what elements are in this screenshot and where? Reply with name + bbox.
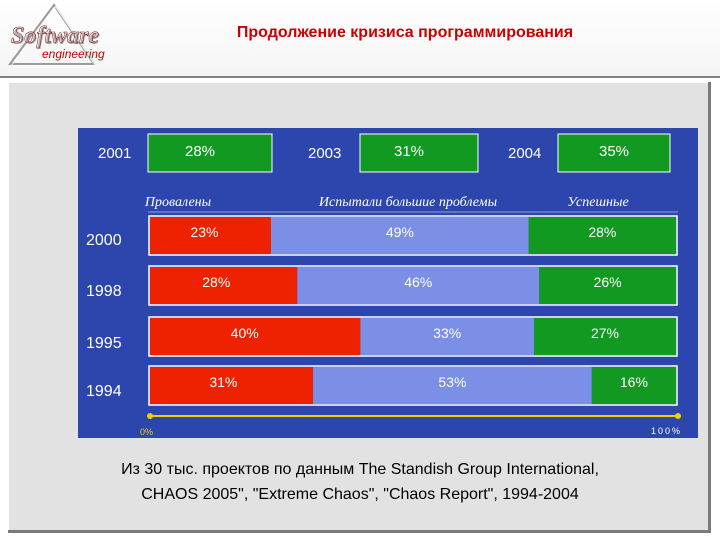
top-box-label-2004: 35% (599, 143, 629, 160)
row-frame-1995 (148, 316, 678, 357)
value-label-1998-3: 26% (594, 274, 622, 290)
top-year-label-2003: 2003 (308, 145, 341, 162)
bar-2000-2 (270, 217, 529, 254)
x-axis-end-marker (675, 413, 681, 419)
logo-text-engineering: engineering (42, 47, 105, 61)
value-label-1994-1: 31% (209, 374, 237, 390)
footnote: Из 30 тыс. проектов по данным The Standi… (20, 457, 700, 507)
year-label-1994: 1994 (86, 383, 122, 400)
legend-label-1: Провалены (144, 195, 211, 210)
x-axis-min-label: 0% (140, 427, 153, 437)
bar-1998-3 (539, 267, 676, 304)
x-axis-max-label: 100% (651, 426, 682, 436)
footnote-line-2: CHAOS 2005", "Extreme Chaos", "Chaos Rep… (141, 486, 579, 503)
logo-text-software: Software (12, 24, 100, 50)
row-frame-2000 (148, 215, 678, 256)
header-divider (0, 76, 720, 78)
chart-svg: Провалены Испытали большие проблемы Успешн… (86, 133, 682, 437)
top-year-label-2001: 2001 (98, 145, 131, 162)
top-box-2001 (147, 133, 273, 173)
value-label-2000-3: 28% (588, 224, 616, 240)
page-title: Продолжение кризиса программирования (236, 24, 574, 41)
bar-1998-1 (150, 267, 298, 304)
bar-1998-2 (297, 267, 540, 304)
value-label-2000-2: 49% (386, 224, 414, 240)
bar-2000-3 (528, 217, 676, 254)
value-label-1995-1: 40% (231, 325, 259, 341)
row-frame-1994 (148, 365, 678, 406)
legend-label-3: Успешные (567, 195, 628, 210)
logo-text-software-outline: Software (11, 23, 99, 49)
value-label-1995-2: 33% (433, 325, 461, 341)
year-label-1998: 1998 (86, 283, 122, 300)
value-label-1998-2: 46% (404, 274, 432, 290)
bar-1995-2 (360, 318, 534, 355)
value-label-1995-3: 27% (591, 325, 619, 341)
top-box-2004 (557, 133, 671, 173)
year-label-2000: 2000 (86, 232, 122, 249)
top-box-2003 (359, 133, 479, 173)
footnote-line-1: Из 30 тыс. проектов по данным The Standi… (121, 461, 599, 478)
bar-1994-3 (591, 367, 676, 404)
bar-1995-3 (533, 318, 676, 355)
value-label-1998-1: 28% (202, 274, 230, 290)
value-label-2000-1: 23% (190, 224, 218, 240)
x-axis-start-marker (147, 413, 153, 419)
legend-label-2: Испытали большие проблемы (318, 195, 497, 210)
value-label-1994-2: 53% (438, 374, 466, 390)
chaos-chart: Провалены Испытали большие проблемы Успешн… (78, 128, 698, 438)
top-box-label-2001: 28% (185, 143, 215, 160)
bar-1995-1 (150, 318, 361, 355)
header: Software Software engineering Продолжени… (0, 0, 720, 78)
year-label-1995: 1995 (86, 335, 122, 352)
top-year-label-2004: 2004 (508, 145, 541, 162)
bar-1994-2 (313, 367, 592, 404)
bar-2000-1 (150, 217, 271, 254)
bar-1994-1 (150, 367, 314, 404)
top-box-label-2003: 31% (394, 143, 424, 160)
row-frame-1998 (148, 265, 678, 306)
value-label-1994-3: 16% (620, 374, 648, 390)
software-engineering-logo: Software Software engineering (8, 3, 105, 66)
